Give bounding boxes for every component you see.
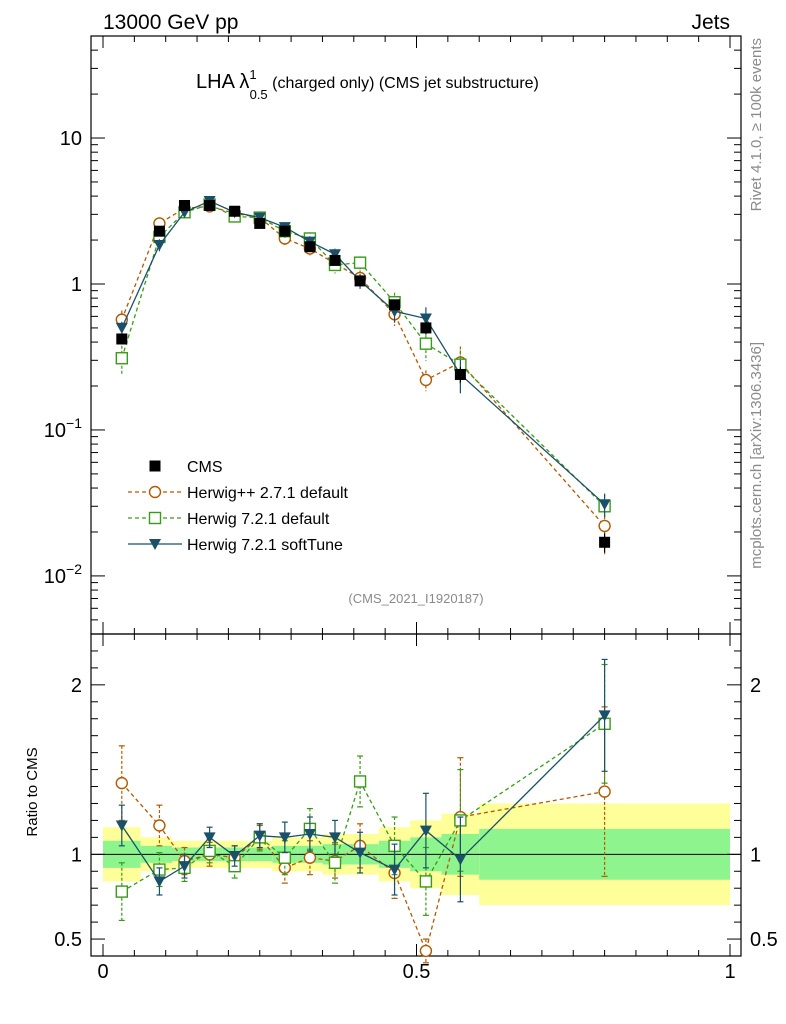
rivet-version-label: Rivet 4.1.0, ≥ 100k events	[748, 38, 765, 211]
cms-main-point	[229, 205, 241, 217]
legend-marker-herwigpp	[148, 485, 162, 499]
herwigpp-main-point	[419, 373, 433, 387]
ratio-panel-frame	[90, 633, 742, 957]
herwigpp-ratio-point	[303, 851, 317, 864]
legend-label-cms: CMS	[187, 459, 223, 476]
y-tick-label: 1	[71, 274, 82, 296]
herwigpp-main-point	[598, 519, 611, 533]
herwig721-main-point	[353, 256, 367, 269]
cms-main-point	[599, 536, 611, 548]
herwig721-ratio-point	[115, 885, 129, 898]
herwig721-main-point	[419, 337, 433, 350]
cms-main-point	[153, 225, 165, 237]
herwig721-ratio-point	[328, 856, 342, 869]
cms-main-point	[354, 275, 366, 287]
softtune-ratio-point	[388, 864, 401, 876]
ratio-tick-label-left: 2	[71, 675, 82, 697]
ratio-tick-label-right: 2	[750, 675, 761, 697]
herwig721-main-point	[115, 352, 129, 365]
herwigpp-ratio-point	[153, 819, 166, 832]
legend-entry-herwig721: Herwig 7.2.1 default	[128, 511, 330, 528]
cms-main-point	[179, 199, 191, 211]
analysis-id-label: (CMS_2021_I1920187)	[348, 591, 483, 606]
cms-main-point	[329, 254, 341, 266]
softtune-main-point	[115, 322, 128, 334]
softtune-ratio-point	[278, 832, 291, 844]
ratio-series-softtune	[115, 658, 611, 903]
softtune-ratio-point	[328, 832, 341, 844]
herwig721-ratio-point	[353, 775, 367, 788]
legend-marker-herwig721	[148, 511, 162, 525]
softtune-ratio-point	[419, 825, 432, 837]
legend-label-softtune: Herwig 7.2.1 softTune	[187, 537, 343, 554]
herwigpp-main-line	[121, 205, 606, 527]
ratio-tick-label-left: 1	[71, 844, 82, 866]
herwigpp-ratio-point	[598, 785, 611, 798]
softtune-ratio-point	[598, 710, 611, 722]
cms-main-point	[389, 299, 401, 311]
softtune-ratio-point	[454, 854, 467, 866]
legend-entry-herwigpp: Herwig++ 2.7.1 default	[128, 485, 349, 502]
ratio-axis-label: Ratio to CMS	[24, 747, 41, 836]
x-tick-label: 1	[724, 961, 735, 983]
softtune-ratio-point	[153, 876, 166, 888]
softtune-ratio-point	[115, 820, 128, 832]
y-tick-label: 10	[60, 128, 82, 150]
title-main: LHA λ	[196, 71, 249, 93]
softtune-ratio-point	[203, 832, 216, 844]
title-superscript: 1	[249, 67, 256, 82]
softtune-main-point	[419, 313, 432, 325]
ratio-tick-label-left: 0.5	[54, 929, 82, 951]
y-tick-label: 10−1	[44, 415, 82, 442]
herwigpp-ratio-point	[419, 944, 433, 958]
cms-main-point	[254, 217, 266, 229]
legend-entry-softtune: Herwig 7.2.1 softTune	[128, 537, 343, 554]
softtune-ratio-point	[303, 828, 316, 840]
softtune-ratio-point	[253, 830, 266, 842]
series-layer	[115, 196, 611, 964]
softtune-ratio-point	[354, 847, 367, 859]
herwigpp-ratio-point	[115, 776, 129, 790]
softtune-ratio-point	[178, 861, 191, 873]
series-cms	[116, 199, 611, 553]
x-tick-label: 0.5	[403, 961, 431, 983]
cms-main-point	[204, 199, 216, 211]
x-tick-label: 0	[97, 961, 108, 983]
softtune-main-point	[598, 499, 611, 511]
title-rest: (charged only) (CMS jet substructure)	[268, 75, 539, 92]
cms-main-point	[279, 225, 291, 237]
softtune-ratio-point	[228, 851, 241, 863]
cms-main-point	[304, 241, 316, 253]
softtune-main-point	[153, 239, 166, 251]
plot-title: LHA λ1 0.5 (charged only) (CMS jet substr…	[196, 67, 539, 102]
legend-entry-cms: CMS	[149, 459, 223, 476]
ratio-panel	[90, 633, 742, 957]
herwig721-ratio-point	[278, 851, 292, 864]
title-subscript: 0.5	[250, 87, 268, 102]
mcplots-label: mcplots.cern.ch [arXiv:1306.3436]	[748, 342, 765, 569]
legend-label-herwig721: Herwig 7.2.1 default	[187, 511, 330, 528]
ratio-tick-label-right: 1	[750, 844, 761, 866]
y-tick-label: 10−2	[44, 561, 82, 588]
energy-label: 13000 GeV pp	[103, 11, 238, 34]
softtune-main-point	[328, 249, 341, 261]
cms-main-point	[116, 333, 128, 345]
cms-main-point	[454, 368, 466, 380]
cms-main-point	[420, 322, 432, 334]
category-label: Jets	[691, 11, 730, 34]
ratio-tick-label-right: 0.5	[750, 929, 778, 951]
legend-marker-softtune	[149, 539, 161, 550]
herwig721-ratio-point	[419, 875, 433, 888]
legend-label-herwigpp: Herwig++ 2.7.1 default	[187, 485, 349, 502]
axis-ticks: 0 0.5 1 10−2 10−1 1 10 0.5 0.5 1 1 2 2	[44, 35, 778, 983]
legend: CMS Herwig++ 2.7.1 default Herwig 7.2.1 de…	[128, 459, 349, 554]
legend-marker-cms	[149, 460, 161, 472]
